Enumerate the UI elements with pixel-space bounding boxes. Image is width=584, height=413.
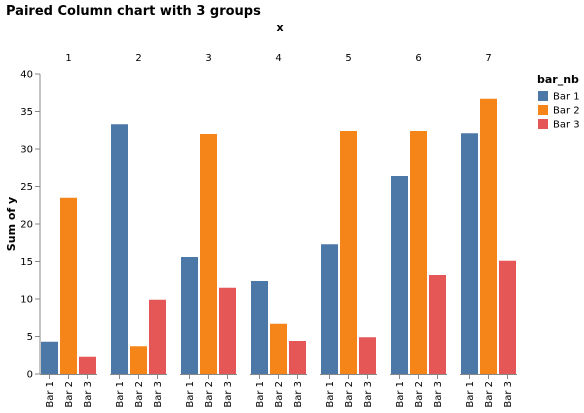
x-tick-label: Bar 3 bbox=[83, 381, 94, 408]
y-tick-label: 25 bbox=[20, 182, 33, 193]
bar bbox=[289, 341, 306, 374]
x-tick-label: Bar 2 bbox=[64, 381, 75, 408]
column-header: 2 bbox=[135, 53, 141, 64]
bar bbox=[429, 275, 446, 374]
column-header: 7 bbox=[485, 53, 491, 64]
x-tick-label: Bar 1 bbox=[465, 381, 476, 408]
bar bbox=[461, 133, 478, 374]
x-tick-label: Bar 3 bbox=[293, 381, 304, 408]
y-tick-label: 10 bbox=[20, 295, 33, 306]
x-tick-label: Bar 1 bbox=[325, 381, 336, 408]
x-tick-label: Bar 1 bbox=[185, 381, 196, 408]
bar bbox=[340, 131, 357, 374]
x-tick-label: Bar 3 bbox=[503, 381, 514, 408]
bar bbox=[499, 260, 516, 374]
y-tick-label: 5 bbox=[27, 332, 33, 343]
x-tick-label: Bar 3 bbox=[223, 381, 234, 408]
column-header: 1 bbox=[65, 53, 71, 64]
bar bbox=[321, 244, 338, 374]
y-tick-label: 0 bbox=[27, 370, 33, 381]
legend-label: Bar 2 bbox=[553, 106, 580, 117]
y-tick-label: 40 bbox=[20, 70, 33, 81]
bar bbox=[200, 134, 217, 374]
y-tick-label: 15 bbox=[20, 257, 33, 268]
legend-label: Bar 3 bbox=[553, 120, 580, 131]
x-tick-label: Bar 3 bbox=[363, 381, 374, 408]
y-tick-label: 30 bbox=[20, 145, 33, 156]
x-tick-label: Bar 2 bbox=[204, 381, 215, 408]
legend-swatch bbox=[538, 105, 548, 115]
bar bbox=[130, 346, 147, 374]
x-tick-label: Bar 3 bbox=[153, 381, 164, 408]
legend-swatch bbox=[538, 119, 548, 129]
legend-title: bar_nb bbox=[537, 73, 579, 86]
x-tick-label: Bar 3 bbox=[433, 381, 444, 408]
x-tick-label: Bar 2 bbox=[134, 381, 145, 408]
column-header: 5 bbox=[345, 53, 351, 64]
bar bbox=[391, 176, 408, 374]
x-tick-label: Bar 2 bbox=[274, 381, 285, 408]
x-tick-label: Bar 2 bbox=[484, 381, 495, 408]
bar bbox=[480, 98, 497, 374]
bar bbox=[219, 287, 236, 374]
bar bbox=[359, 337, 376, 374]
x-tick-label: Bar 1 bbox=[395, 381, 406, 408]
y-tick-label: 35 bbox=[20, 107, 33, 118]
y-tick-label: 20 bbox=[20, 220, 33, 231]
bar bbox=[79, 356, 96, 374]
legend-swatch bbox=[538, 91, 548, 101]
x-tick-label: Bar 1 bbox=[255, 381, 266, 408]
chart-title: Paired Column chart with 3 groups bbox=[6, 4, 261, 19]
column-header: 6 bbox=[415, 53, 421, 64]
column-header: 3 bbox=[205, 53, 211, 64]
column-header: 4 bbox=[275, 53, 281, 64]
bar bbox=[41, 341, 58, 374]
bar bbox=[410, 131, 427, 374]
bar bbox=[251, 281, 268, 374]
x-tick-label: Bar 1 bbox=[115, 381, 126, 408]
x-axis-title: x bbox=[276, 21, 283, 34]
bar bbox=[111, 124, 128, 374]
bar bbox=[149, 299, 166, 374]
x-tick-label: Bar 2 bbox=[344, 381, 355, 408]
legend-label: Bar 1 bbox=[553, 92, 580, 103]
x-tick-label: Bar 1 bbox=[45, 381, 56, 408]
x-tick-label: Bar 2 bbox=[414, 381, 425, 408]
bar bbox=[181, 257, 198, 374]
y-axis-title: Sum of y bbox=[5, 197, 18, 251]
bar bbox=[60, 197, 77, 374]
bar bbox=[270, 323, 287, 374]
